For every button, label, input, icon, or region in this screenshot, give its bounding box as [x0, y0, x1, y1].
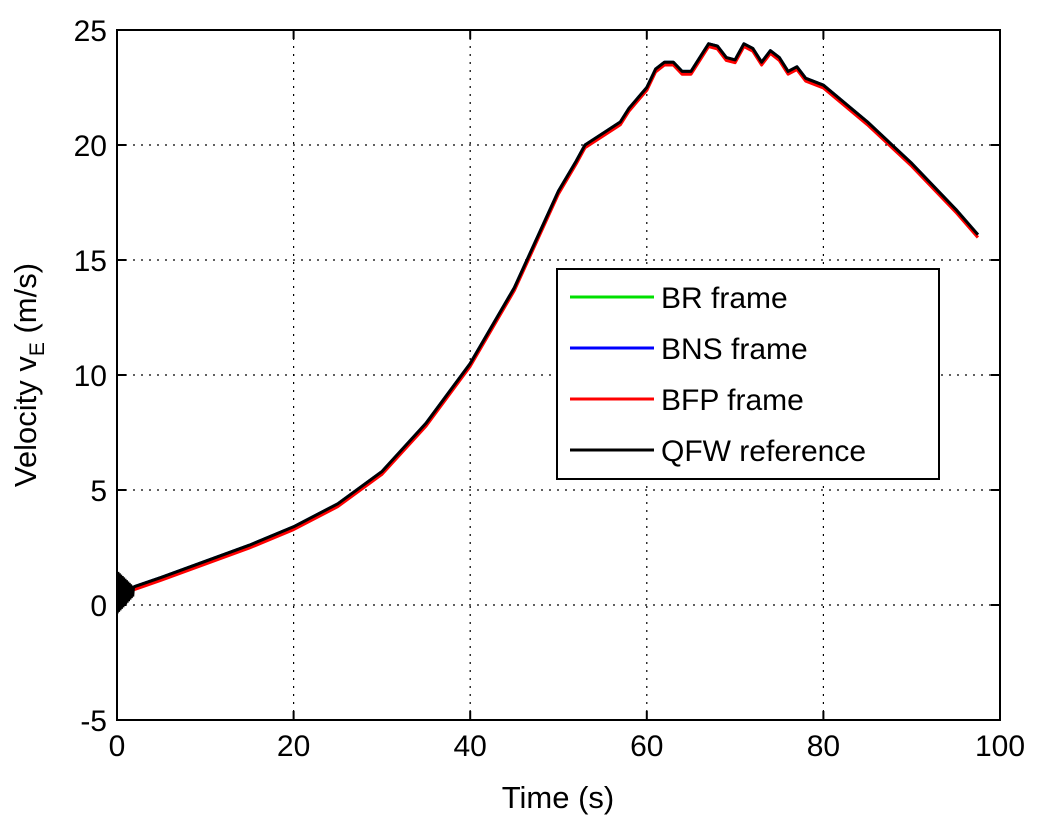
legend: BR frame BNS frame BFP frame QFW referen…: [556, 268, 940, 480]
y-axis-label: Velocity vE (m/s): [8, 263, 49, 487]
initial-transient: [116, 570, 135, 614]
legend-label-br: BR frame: [661, 282, 788, 315]
y-tick-label: -5: [80, 705, 107, 738]
legend-box: [556, 268, 940, 480]
y-axis-label-unit: (m/s): [8, 263, 43, 342]
y-tick-label: 15: [74, 245, 107, 278]
y-tick-label: 25: [74, 15, 107, 48]
legend-label-bfp: BFP frame: [661, 384, 804, 417]
x-tick-label: 0: [109, 730, 126, 763]
x-tick-label: 20: [277, 730, 310, 763]
x-tick-label: 100: [975, 730, 1025, 763]
y-tick-label: 0: [90, 590, 107, 623]
legend-label-bns: BNS frame: [661, 333, 808, 366]
x-tick-label: 40: [454, 730, 487, 763]
series-line-2: [116, 45, 980, 598]
y-axis-label-subscript: E: [26, 342, 49, 356]
y-tick-label: 5: [90, 475, 107, 508]
plot-lines: [116, 42, 980, 614]
legend-label-qfw: QFW reference: [661, 435, 866, 468]
y-tick-label: 10: [74, 360, 107, 393]
y-tick-label: 20: [74, 130, 107, 163]
x-axis-label: Time (s): [502, 780, 615, 815]
x-tick-label: 60: [630, 730, 663, 763]
y-axis-label-main: Velocity v: [8, 356, 43, 487]
ticks: [116, 29, 1001, 721]
x-tick-label: 80: [807, 730, 840, 763]
series-line-3: [116, 42, 980, 595]
